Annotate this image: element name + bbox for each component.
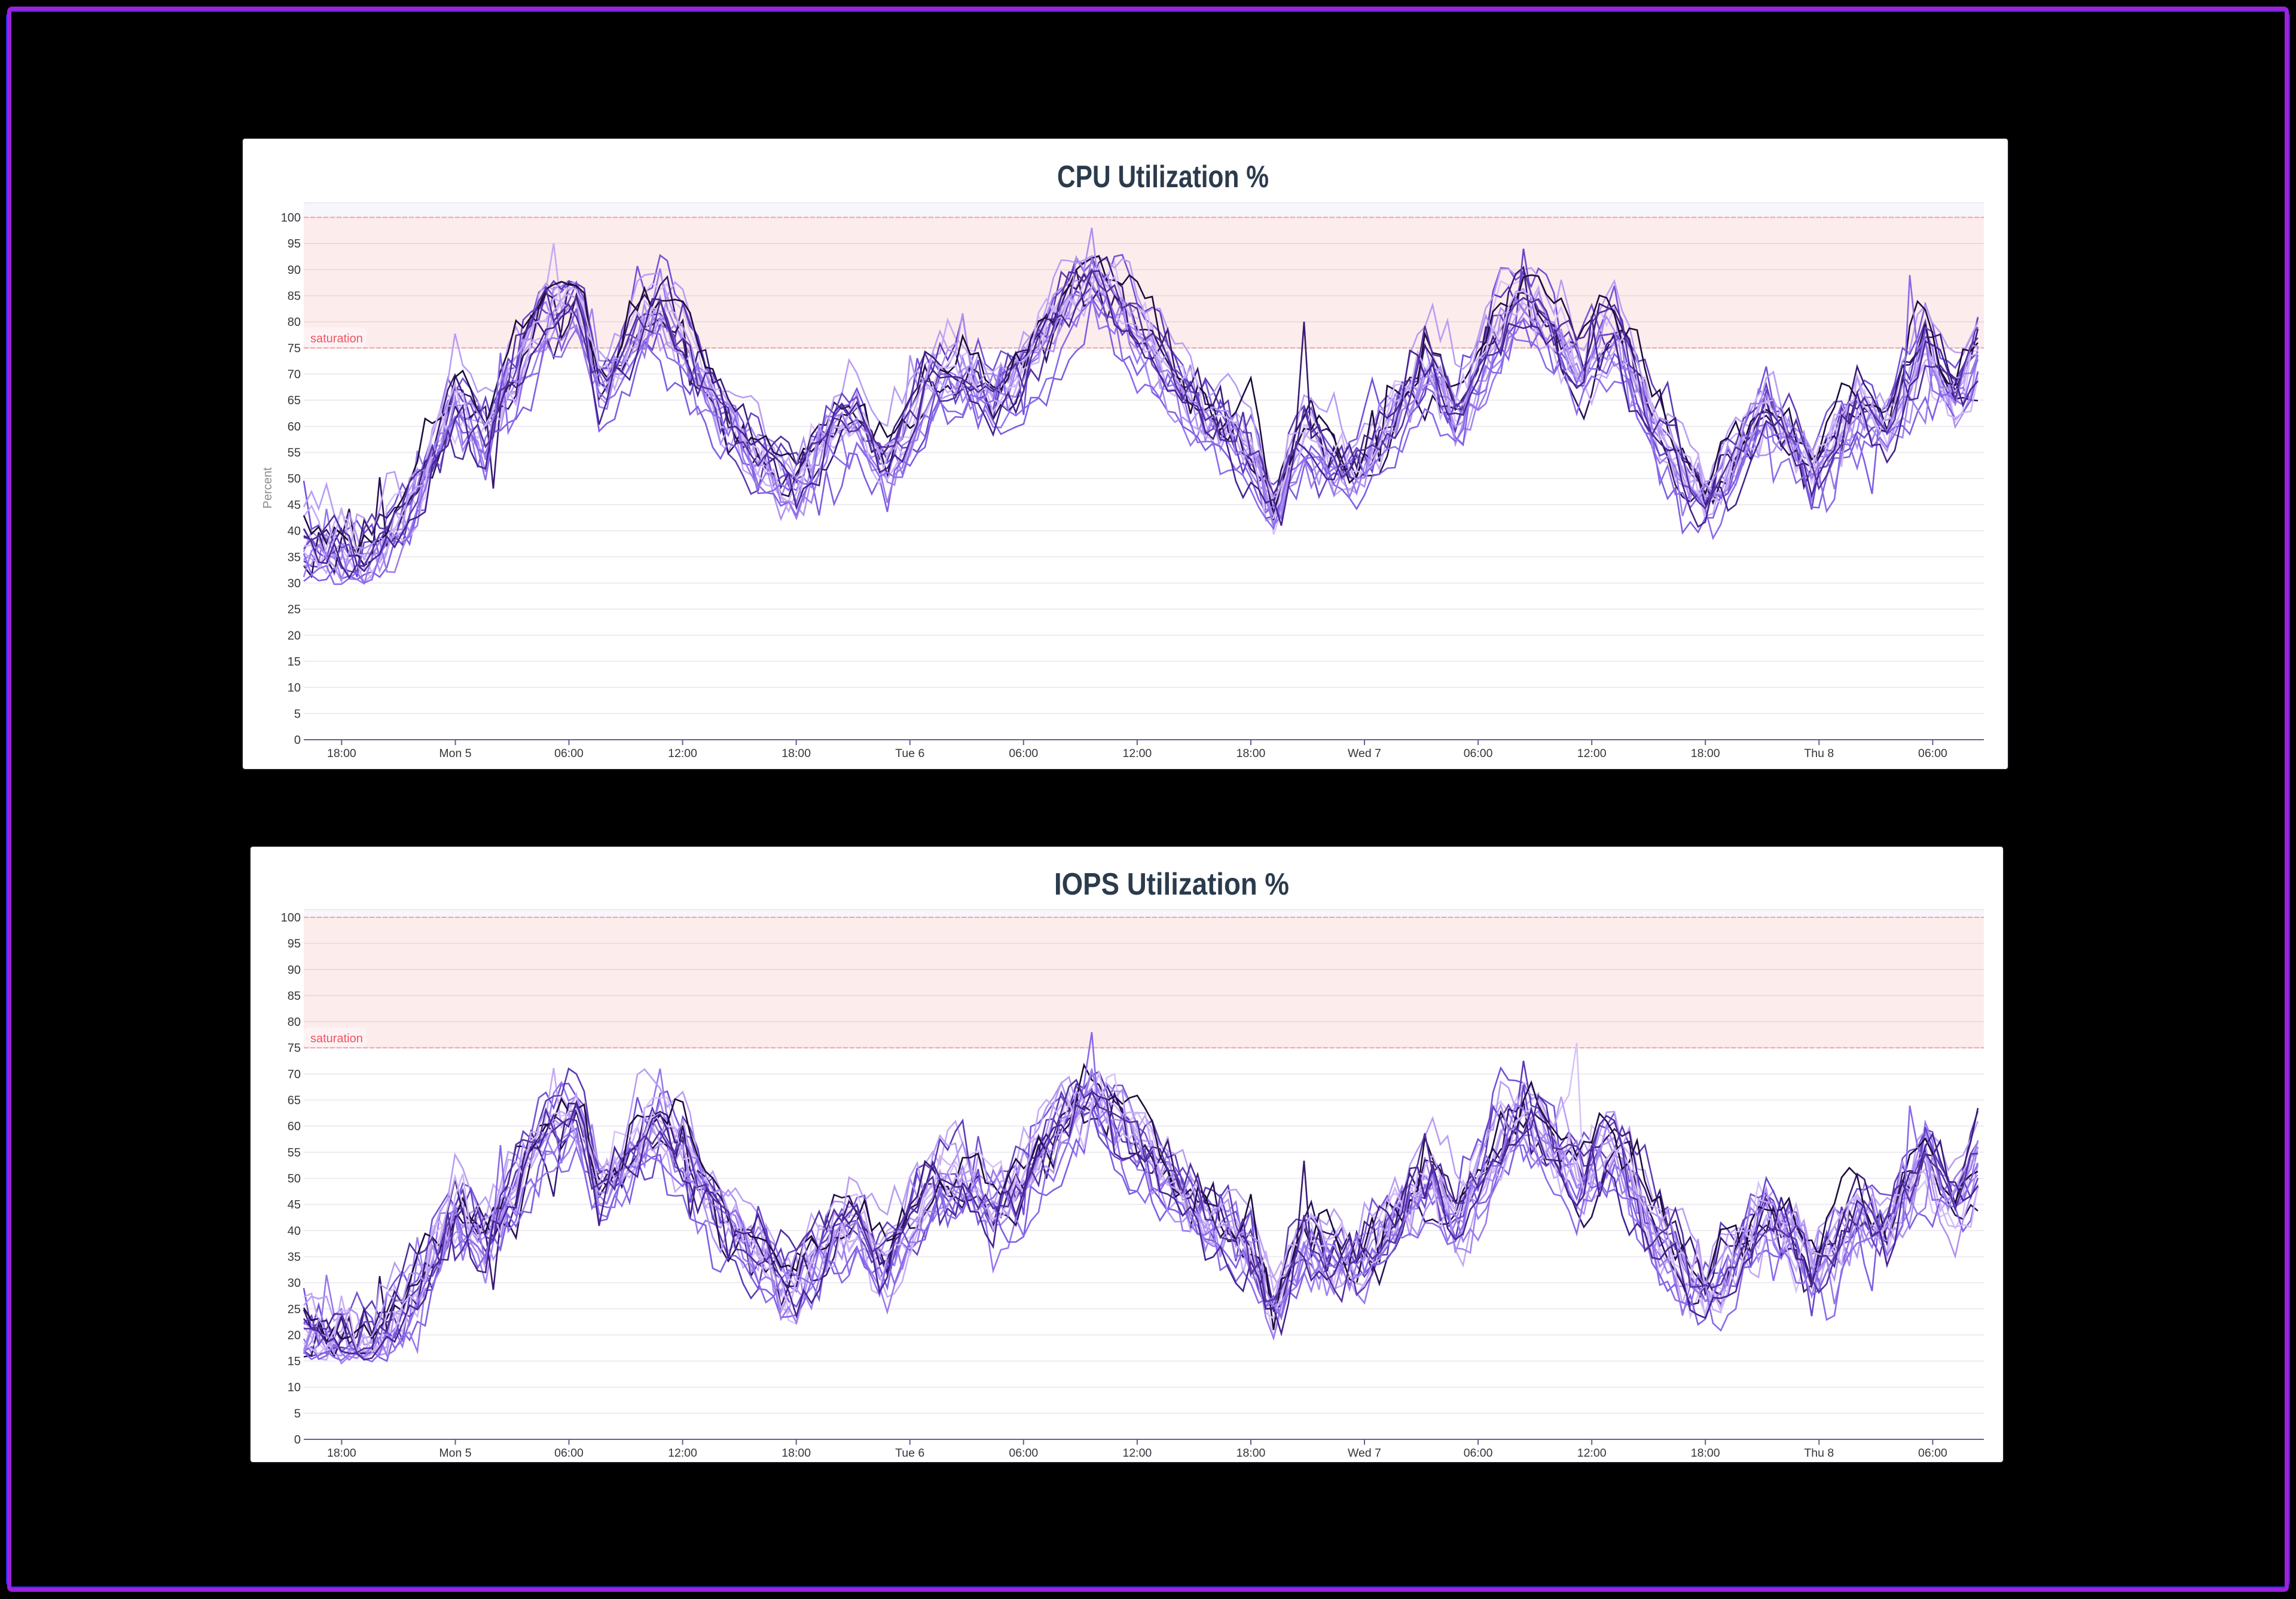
svg-text:0: 0 [294, 1433, 301, 1447]
svg-text:18:00: 18:00 [781, 1447, 811, 1460]
svg-text:Mon 5: Mon 5 [439, 747, 471, 760]
svg-text:Tue 6: Tue 6 [895, 1447, 924, 1460]
svg-text:25: 25 [288, 1303, 301, 1316]
svg-text:12:00: 12:00 [668, 1447, 697, 1460]
svg-text:35: 35 [288, 551, 301, 564]
svg-text:06:00: 06:00 [554, 747, 584, 760]
svg-text:30: 30 [288, 1277, 301, 1290]
svg-text:55: 55 [288, 1146, 301, 1159]
svg-text:06:00: 06:00 [1464, 747, 1493, 760]
svg-text:5: 5 [294, 707, 301, 721]
svg-text:18:00: 18:00 [327, 1447, 356, 1460]
svg-text:50: 50 [288, 1173, 301, 1186]
svg-text:10: 10 [288, 1381, 301, 1394]
svg-text:IOPS Utilization %: IOPS Utilization % [1054, 867, 1289, 902]
svg-text:12:00: 12:00 [668, 747, 697, 760]
svg-text:80: 80 [288, 316, 301, 329]
svg-text:40: 40 [288, 1225, 301, 1238]
svg-text:0: 0 [294, 734, 301, 747]
svg-text:80: 80 [288, 1016, 301, 1029]
svg-text:90: 90 [288, 963, 301, 977]
svg-text:18:00: 18:00 [1236, 1447, 1266, 1460]
svg-text:65: 65 [288, 1094, 301, 1107]
svg-text:85: 85 [288, 290, 301, 303]
svg-text:18:00: 18:00 [1691, 1447, 1720, 1460]
svg-text:65: 65 [288, 394, 301, 407]
svg-text:35: 35 [288, 1251, 301, 1264]
svg-text:95: 95 [288, 237, 301, 251]
svg-text:06:00: 06:00 [1464, 1447, 1493, 1460]
svg-text:CPU Utilization %: CPU Utilization % [1057, 160, 1269, 194]
svg-text:Thu 8: Thu 8 [1804, 1447, 1834, 1460]
svg-text:Tue 6: Tue 6 [895, 747, 924, 760]
svg-text:60: 60 [288, 1120, 301, 1133]
svg-text:30: 30 [288, 577, 301, 590]
svg-text:18:00: 18:00 [327, 747, 356, 760]
svg-text:06:00: 06:00 [1918, 1447, 1947, 1460]
svg-text:06:00: 06:00 [554, 1447, 584, 1460]
svg-text:25: 25 [288, 603, 301, 617]
svg-text:100: 100 [281, 911, 301, 924]
svg-text:45: 45 [288, 499, 301, 512]
svg-text:06:00: 06:00 [1009, 747, 1038, 760]
svg-text:10: 10 [288, 682, 301, 695]
svg-text:15: 15 [288, 655, 301, 669]
svg-text:18:00: 18:00 [1691, 747, 1720, 760]
svg-text:12:00: 12:00 [1577, 747, 1607, 760]
svg-text:saturation: saturation [310, 332, 363, 345]
svg-text:15: 15 [288, 1355, 301, 1368]
svg-text:75: 75 [288, 1042, 301, 1055]
svg-text:20: 20 [288, 629, 301, 642]
svg-text:45: 45 [288, 1198, 301, 1212]
svg-text:100: 100 [281, 212, 301, 225]
svg-text:70: 70 [288, 1068, 301, 1081]
svg-text:75: 75 [288, 342, 301, 355]
svg-text:12:00: 12:00 [1122, 1447, 1152, 1460]
svg-text:12:00: 12:00 [1577, 1447, 1607, 1460]
svg-text:12:00: 12:00 [1122, 747, 1152, 760]
svg-text:5: 5 [294, 1407, 301, 1420]
svg-text:55: 55 [288, 447, 301, 460]
svg-text:90: 90 [288, 264, 301, 277]
svg-text:20: 20 [288, 1329, 301, 1342]
svg-text:70: 70 [288, 368, 301, 382]
svg-text:50: 50 [288, 472, 301, 486]
svg-text:Percent: Percent [261, 467, 274, 508]
svg-text:95: 95 [288, 938, 301, 951]
svg-text:85: 85 [288, 990, 301, 1003]
svg-text:06:00: 06:00 [1009, 1447, 1038, 1460]
svg-text:Wed 7: Wed 7 [1348, 1447, 1381, 1460]
svg-text:40: 40 [288, 525, 301, 538]
svg-text:Mon 5: Mon 5 [439, 1447, 471, 1460]
svg-text:06:00: 06:00 [1918, 747, 1947, 760]
svg-text:60: 60 [288, 420, 301, 434]
svg-text:18:00: 18:00 [1236, 747, 1266, 760]
svg-text:Wed 7: Wed 7 [1348, 747, 1381, 760]
svg-text:18:00: 18:00 [781, 747, 811, 760]
svg-text:saturation: saturation [310, 1032, 363, 1045]
svg-text:Thu 8: Thu 8 [1804, 747, 1834, 760]
